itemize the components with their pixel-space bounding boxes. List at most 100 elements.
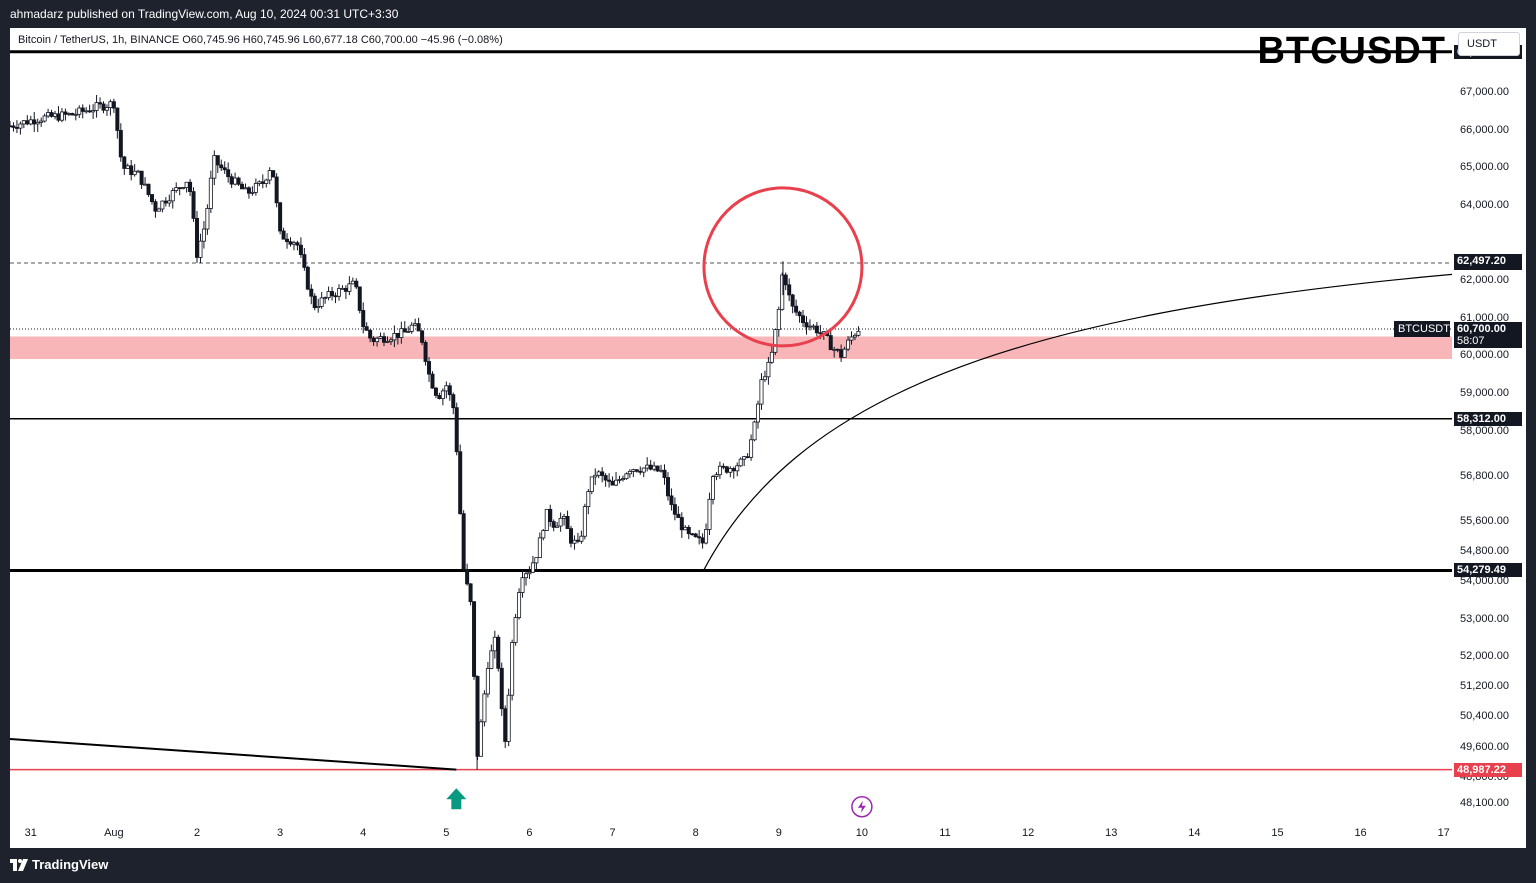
candle-body xyxy=(558,517,563,527)
candle-body xyxy=(184,181,189,188)
candle-body xyxy=(129,165,134,176)
chart-pane[interactable]: Bitcoin / TetherUS, 1h, BINANCE O60,745.… xyxy=(10,28,1452,818)
candle-body xyxy=(316,306,321,309)
candle-body xyxy=(357,286,362,311)
candle-body xyxy=(794,305,799,313)
candle-body xyxy=(201,228,206,242)
candle-body xyxy=(382,336,387,343)
level-price-label: 54,279.49 xyxy=(1454,563,1522,578)
candle-body xyxy=(191,191,196,219)
time-tick-label: 2 xyxy=(193,827,201,839)
candle-body xyxy=(447,385,452,396)
published-info: ahmadarz published on TradingView.com, A… xyxy=(10,7,399,21)
candle-body xyxy=(444,385,449,392)
candle-body xyxy=(776,308,781,330)
candle-body xyxy=(704,529,709,544)
candle-body xyxy=(769,351,774,363)
candle-body xyxy=(832,348,837,351)
candle-body xyxy=(565,516,570,529)
candle-body xyxy=(641,467,646,473)
candle-body xyxy=(627,470,632,475)
candle-body xyxy=(787,284,792,296)
candle-body xyxy=(697,536,702,539)
candle-body xyxy=(679,517,684,531)
candle-body xyxy=(146,183,151,195)
candle-body xyxy=(219,164,224,169)
candle-body xyxy=(485,668,490,695)
candle-body xyxy=(73,113,78,116)
candle-body xyxy=(731,468,736,472)
candle-body xyxy=(319,297,324,307)
candle-body xyxy=(655,465,660,472)
symbol-ohlc-legend[interactable]: Bitcoin / TetherUS, 1h, BINANCE O60,745.… xyxy=(18,34,503,46)
candle-body xyxy=(388,339,393,342)
candle-body xyxy=(246,187,251,194)
time-tick-label: 7 xyxy=(609,827,616,839)
support-zone xyxy=(10,336,1452,360)
candle-body xyxy=(361,310,366,328)
candle-body xyxy=(766,361,771,378)
price-tick-label: 59,000.00 xyxy=(1460,386,1509,399)
candle-body xyxy=(603,475,608,481)
candle-body xyxy=(139,170,144,185)
candle-body xyxy=(226,169,231,178)
candle-body xyxy=(762,376,767,381)
candle-body xyxy=(87,110,92,113)
candle-body xyxy=(631,469,636,472)
candle-body xyxy=(340,287,345,290)
candle-body xyxy=(700,537,705,544)
candle-body xyxy=(780,274,785,310)
candle-body xyxy=(600,471,605,476)
candle-body xyxy=(409,324,414,332)
candle-body xyxy=(174,187,179,191)
price-tick-label: 61,000.00 xyxy=(1460,311,1509,324)
candle-body xyxy=(333,295,338,298)
candle-body xyxy=(21,120,26,125)
candle-body xyxy=(582,506,587,537)
candle-body xyxy=(14,127,19,129)
candle-body xyxy=(229,176,234,185)
candle-body xyxy=(240,183,245,190)
candle-body xyxy=(503,708,508,742)
candle-body xyxy=(749,439,754,458)
candle-body xyxy=(326,291,331,298)
candle-body xyxy=(364,326,369,331)
candle-body xyxy=(257,181,262,184)
price-tick-label: 58,000.00 xyxy=(1460,424,1509,437)
time-tick-label: 12 xyxy=(1022,827,1035,839)
candle-body xyxy=(461,513,466,570)
candle-body xyxy=(676,513,681,518)
candle-body xyxy=(482,693,487,723)
symbol-watermark: BTCUSDT xyxy=(1257,30,1446,72)
chart-canvas[interactable] xyxy=(10,28,1452,818)
candle-body xyxy=(617,479,622,481)
candle-body xyxy=(402,328,407,333)
candle-body xyxy=(28,119,33,125)
price-tick-label: 56,800.00 xyxy=(1460,469,1509,482)
price-tick-label: 54,800.00 xyxy=(1460,544,1509,557)
tradingview-logo[interactable]: TradingView xyxy=(10,857,108,872)
candle-body xyxy=(66,113,71,115)
candle-body xyxy=(506,694,511,742)
candle-body xyxy=(714,474,719,478)
candle-body xyxy=(472,601,477,677)
candle-body xyxy=(233,177,238,185)
projection-curve xyxy=(703,273,1452,570)
candle-body xyxy=(783,274,788,286)
candle-body xyxy=(125,165,130,169)
candle-body xyxy=(330,291,335,297)
candle-body xyxy=(91,110,96,113)
price-tick-label: 50,400.00 xyxy=(1460,710,1509,723)
candle-body xyxy=(614,479,619,486)
time-axis[interactable]: 31 Aug 2 3 4 5 6 7 8 9 10 11 12 13 14 15 16 17 xyxy=(10,818,1526,848)
candle-body xyxy=(846,339,851,350)
price-axis[interactable]: 67,000.00 66,000.00 65,000.00 64,000.00 62,0… xyxy=(1452,28,1526,818)
candle-body xyxy=(458,451,463,515)
candle-body xyxy=(593,474,598,478)
candle-body xyxy=(648,464,653,470)
candle-body xyxy=(205,208,210,230)
time-tick-label: 8 xyxy=(692,827,699,839)
candle-body xyxy=(416,323,421,332)
currency-selector[interactable]: USDT xyxy=(1458,32,1520,56)
last-price-label: 60,700.00 58:07 xyxy=(1454,321,1522,348)
